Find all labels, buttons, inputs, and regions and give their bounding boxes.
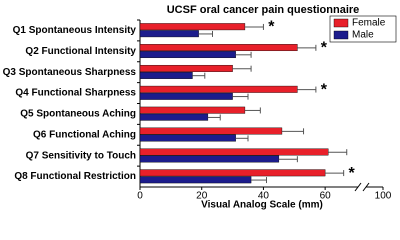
category-label: Q1 Spontaneous Intensity — [13, 25, 137, 36]
legend-swatch — [333, 30, 349, 40]
bar — [139, 169, 326, 177]
bar — [139, 176, 252, 184]
axis-break — [354, 182, 362, 192]
category-label: Q4 Functional Sharpness — [15, 88, 136, 99]
bar — [139, 23, 246, 31]
bar — [139, 148, 329, 156]
category-label: Q6 Functional Aching — [33, 129, 136, 140]
bar — [139, 51, 236, 59]
x-tick-label: 0 — [137, 191, 143, 202]
bar — [139, 134, 236, 142]
bar — [139, 92, 233, 100]
x-tick-label: 40 — [258, 191, 270, 202]
bar — [139, 155, 280, 163]
chart-title: UCSF oral cancer pain questionnaire — [167, 4, 360, 16]
legend-label: Male — [352, 30, 374, 41]
bar — [139, 44, 298, 52]
category-label: Q3 Spontaneous Sharpness — [3, 67, 137, 78]
significance-marker: * — [349, 165, 356, 182]
category-label: Q5 Spontaneous Aching — [20, 109, 136, 120]
bar — [139, 30, 199, 38]
category-label: Q7 Sensitivity to Touch — [26, 150, 136, 161]
bar — [139, 85, 298, 93]
legend-label: Female — [352, 18, 386, 29]
bar — [139, 113, 209, 121]
category-label: Q2 Functional Intensity — [25, 46, 136, 57]
significance-marker: * — [321, 40, 328, 57]
bar — [139, 106, 246, 114]
significance-marker: * — [268, 19, 275, 36]
x-axis-title: Visual Analog Scale (mm) — [201, 200, 323, 211]
bar — [139, 64, 233, 72]
bar — [139, 71, 193, 79]
significance-marker: * — [321, 81, 328, 98]
axis-break — [362, 182, 370, 192]
x-tick-label: 100 — [375, 191, 392, 202]
bar — [139, 127, 283, 135]
x-tick-label: 20 — [196, 191, 208, 202]
chart: UCSF oral cancer pain questionnaire Visu… — [3, 4, 397, 211]
legend-swatch — [333, 18, 349, 28]
x-tick-label: 60 — [320, 191, 332, 202]
category-label: Q8 Functional Restriction — [14, 171, 136, 182]
